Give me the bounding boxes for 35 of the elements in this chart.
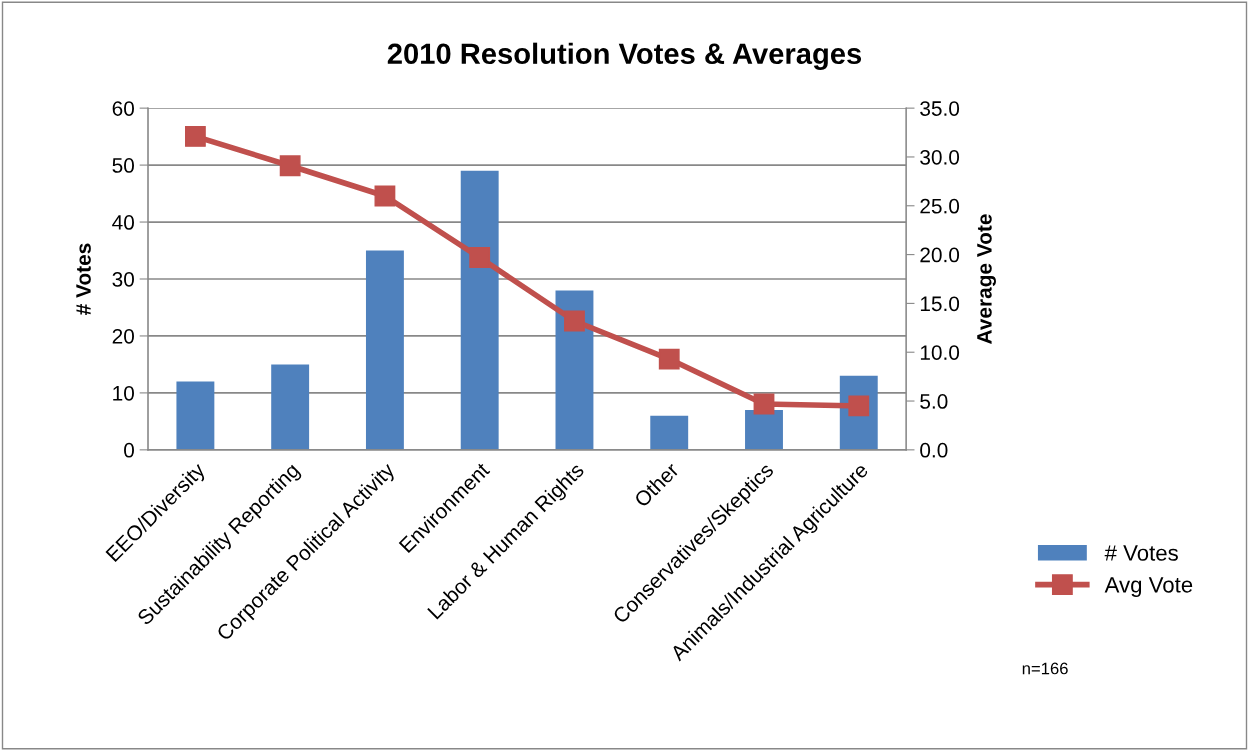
y-tick-label: 40 <box>112 215 134 230</box>
bar <box>555 290 594 450</box>
y2-tick-label: 15.0 <box>920 296 960 312</box>
bar <box>650 415 689 450</box>
point <box>184 126 206 147</box>
y-tick-label: 10 <box>113 385 134 401</box>
point <box>564 310 585 332</box>
legend-label: # Votes <box>1104 545 1178 561</box>
y-tick-label: 20 <box>112 328 134 344</box>
y-axis-title: # Votes <box>76 243 91 315</box>
chart-title: 2010 Resolution Votes & Averages <box>387 42 862 70</box>
text: n=166 <box>1022 662 1068 675</box>
point <box>374 185 396 207</box>
y2-tick-label: 30.0 <box>920 149 960 165</box>
y2-tick-label: 5.0 <box>920 394 948 409</box>
y2-axis-title: Average Vote <box>977 214 996 344</box>
y-tick-label: 0 <box>124 442 134 458</box>
y2-tick-label: 25.0 <box>920 198 960 214</box>
y-tick-label: 30 <box>112 272 134 287</box>
bar <box>271 364 310 450</box>
point <box>753 393 775 415</box>
bar <box>460 170 499 450</box>
point <box>279 155 301 177</box>
legend-label: Avg Vote <box>1104 577 1193 598</box>
y2-tick-label: 0.0 <box>920 442 948 458</box>
point <box>469 247 491 268</box>
bar <box>745 409 783 450</box>
y-tick-label: 60 <box>112 101 134 116</box>
y2-tick-label: 10.0 <box>920 345 960 360</box>
bar <box>365 250 404 450</box>
bar <box>176 381 215 450</box>
y2-tick-label: 20.0 <box>920 247 960 263</box>
point <box>658 348 680 370</box>
y-tick-label: 50 <box>112 158 134 173</box>
y2-tick-label: 35.0 <box>920 101 960 116</box>
